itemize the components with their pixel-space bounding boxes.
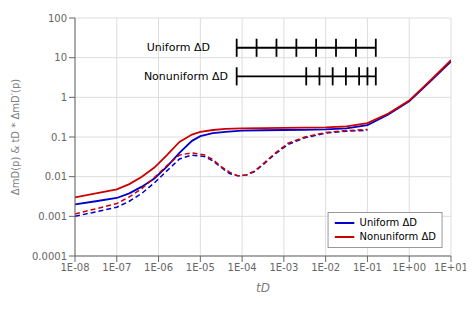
svg-text:1E-04: 1E-04 — [228, 262, 257, 273]
svg-text:Uniform ΔD: Uniform ΔD — [147, 41, 210, 54]
svg-text:1E-07: 1E-07 — [102, 262, 131, 273]
svg-text:Nonuniform ΔD: Nonuniform ΔD — [144, 70, 228, 83]
svg-text:0.0001: 0.0001 — [32, 251, 67, 262]
svg-text:1E+00: 1E+00 — [392, 262, 426, 273]
svg-text:100: 100 — [48, 13, 67, 24]
svg-text:ΔmD(p) & tD * ΔmD′(p): ΔmD(p) & tD * ΔmD′(p) — [10, 79, 21, 195]
svg-text:1E-03: 1E-03 — [269, 262, 298, 273]
svg-text:1E-01: 1E-01 — [353, 262, 382, 273]
svg-text:tD: tD — [256, 281, 270, 295]
svg-text:1E-06: 1E-06 — [144, 262, 173, 273]
html-text:Uniform ΔD: Uniform ΔD — [359, 217, 417, 228]
svg-text:0.001: 0.001 — [38, 211, 67, 222]
html-text:Nonuniform ΔD: Nonuniform ΔD — [359, 231, 436, 242]
svg-text:0.1: 0.1 — [51, 132, 67, 143]
svg-text:0.01: 0.01 — [45, 171, 67, 182]
svg-text:1: 1 — [61, 92, 67, 103]
svg-text:1E-05: 1E-05 — [186, 262, 215, 273]
svg-text:10: 10 — [54, 52, 67, 63]
svg-text:1E-02: 1E-02 — [311, 262, 340, 273]
svg-text:1E-08: 1E-08 — [60, 262, 89, 273]
svg-text:1E+01: 1E+01 — [434, 262, 466, 273]
